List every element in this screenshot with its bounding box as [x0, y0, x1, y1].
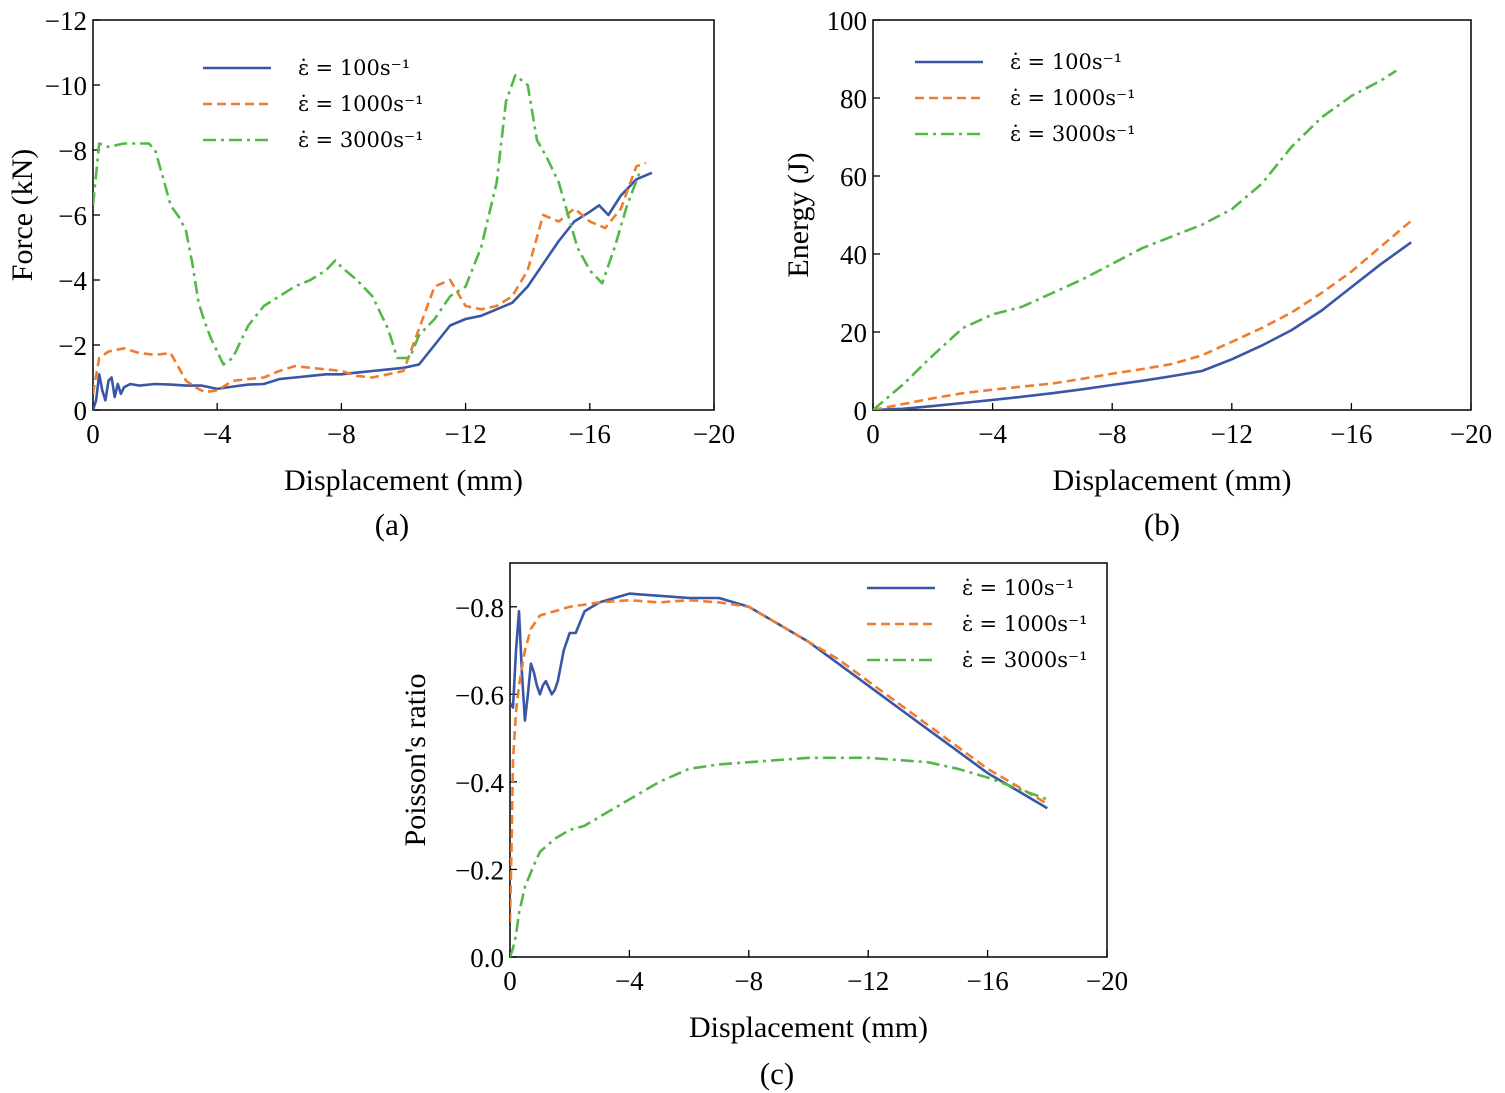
chart-b: 0 −4 −8 −12 −16 −20 0 20 40 60 80 100 Displacement (…: [782, 6, 1492, 542]
panel-caption: (c): [760, 1056, 794, 1091]
y-tick-label: −4: [58, 266, 87, 296]
x-axis-label: Displacement (mm): [284, 464, 523, 497]
x-tick-label: −8: [327, 419, 356, 449]
x-tick-label: −20: [693, 419, 735, 449]
x-tick-label: −16: [569, 419, 611, 449]
x-tick-label: 0: [503, 966, 517, 996]
series-line-1000: [93, 161, 647, 395]
series-line-3000: [873, 69, 1398, 410]
legend-label: ε̇ = 1000s⁻¹: [1010, 86, 1136, 110]
x-tick-label: −4: [615, 966, 644, 996]
series-line-100: [93, 171, 653, 410]
plot-frame: [872, 19, 1472, 411]
y-tick-label: −6: [58, 201, 87, 231]
x-tick-label: −16: [966, 966, 1008, 996]
x-tick-label: −12: [444, 419, 486, 449]
panel-caption: (b): [1144, 507, 1180, 542]
series-line-100: [510, 592, 1048, 810]
plot-frame: [509, 562, 1108, 958]
y-tick-label: 20: [840, 318, 867, 348]
series-line-1000: [510, 598, 1048, 923]
x-tick-label: −12: [1211, 419, 1253, 449]
legend-label: ε̇ = 3000s⁻¹: [1010, 122, 1136, 146]
legend-label: ε̇ = 3000s⁻¹: [298, 128, 424, 152]
x-tick-label: 0: [866, 419, 880, 449]
y-tick-label: 0: [854, 396, 868, 426]
y-axis-label: Force (kN): [6, 149, 39, 281]
y-tick-label: 100: [827, 6, 868, 36]
y-tick-label: 60: [840, 162, 867, 192]
y-axis-label: Poisson's ratio: [399, 674, 432, 847]
x-tick-label: −4: [978, 419, 1007, 449]
panel-caption: (a): [375, 507, 409, 542]
y-tick-label: −12: [45, 6, 87, 36]
x-tick-label: −4: [203, 419, 232, 449]
x-axis-label: Displacement (mm): [689, 1011, 928, 1044]
x-tick-label: −16: [1330, 419, 1372, 449]
legend-label: ε̇ = 3000s⁻¹: [962, 648, 1088, 672]
series-line-1000: [873, 219, 1413, 410]
y-axis-label: Energy (J): [782, 152, 815, 277]
x-tick-label: −20: [1450, 419, 1492, 449]
legend-label: ε̇ = 100s⁻¹: [298, 56, 410, 80]
legend-label: ε̇ = 100s⁻¹: [1010, 50, 1122, 74]
x-tick-label: −20: [1086, 966, 1128, 996]
y-tick-label: −2: [58, 331, 87, 361]
legend-label: ε̇ = 100s⁻¹: [962, 576, 1074, 600]
y-tick-label: 0: [74, 396, 88, 426]
y-tick-label: −10: [45, 71, 87, 101]
legend-label: ε̇ = 1000s⁻¹: [298, 92, 424, 116]
x-tick-label: −8: [1098, 419, 1127, 449]
y-tick-label: 0.0: [470, 943, 504, 973]
x-tick-label: −8: [734, 966, 763, 996]
x-tick-label: −12: [847, 966, 889, 996]
y-tick-label: 80: [840, 84, 867, 114]
chart-c: 0 −4 −8 −12 −16 −20 0.0 −0.2 −0.4 −0.6 −0.8 Displac…: [399, 562, 1128, 1091]
y-tick-label: −0.4: [455, 768, 504, 798]
series-line-100: [873, 241, 1412, 410]
y-tick-label: −8: [58, 136, 87, 166]
legend-label: ε̇ = 1000s⁻¹: [962, 612, 1088, 636]
y-tick-label: −0.6: [455, 680, 504, 710]
series-line-3000: [510, 756, 1048, 957]
x-tick-label: 0: [86, 419, 100, 449]
x-axis-label: Displacement (mm): [1052, 464, 1291, 497]
y-tick-label: 40: [840, 240, 867, 270]
y-tick-label: −0.2: [455, 855, 504, 885]
chart-a: 0 −4 −8 −12 −16 −20 0 −2 −4 −6 −8 −10 −12 Displacemen…: [6, 6, 735, 542]
y-tick-label: −0.8: [455, 593, 504, 623]
